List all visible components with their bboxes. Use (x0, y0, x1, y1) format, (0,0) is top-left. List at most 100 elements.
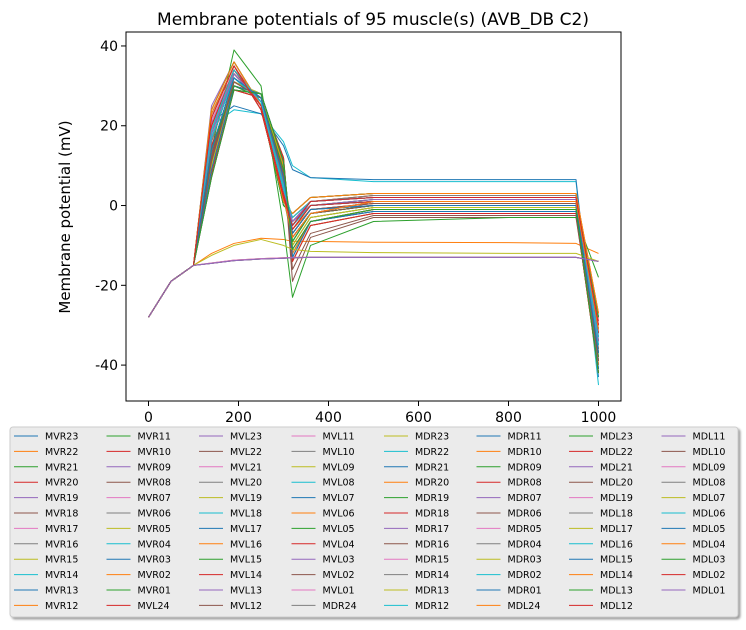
legend-label: MVL13 (230, 586, 262, 597)
legend-label: MDL08 (693, 478, 726, 489)
y-tick-label: 40 (100, 39, 118, 55)
legend-label: MDR21 (415, 462, 449, 473)
legend-label: MDR16 (415, 539, 449, 550)
legend-label: MDR11 (508, 432, 542, 443)
y-tick-label: -40 (95, 358, 118, 374)
y-tick-label: 0 (109, 199, 118, 215)
legend-label: MVR06 (138, 509, 171, 520)
legend-label: MVR16 (45, 539, 78, 550)
legend-label: MVR09 (138, 462, 171, 473)
series-line (148, 89, 599, 374)
legend-label: MDR15 (415, 555, 449, 566)
legend-label: MDL24 (508, 601, 541, 612)
legend-label: MDL19 (600, 493, 633, 504)
legend-label: MVL19 (230, 493, 262, 504)
legend-label: MVL11 (323, 432, 355, 443)
series-line (148, 256, 599, 318)
legend-label: MVR15 (45, 555, 78, 566)
legend-box (9, 426, 739, 618)
x-tick-label: 1000 (581, 410, 617, 426)
legend-label: MVR17 (45, 524, 78, 535)
plot-area: 0 200 400 600 800 1000 -40 -20 0 20 40 (95, 31, 622, 426)
legend-label: MVL10 (323, 447, 355, 458)
legend-label: MDL23 (600, 432, 633, 443)
legend-label: MDR05 (508, 524, 542, 535)
legend-label: MVR19 (45, 493, 78, 504)
legend-label: MDL13 (600, 586, 633, 597)
legend-label: MVL17 (230, 524, 262, 535)
series-line (148, 89, 599, 374)
legend-label: MDR01 (508, 586, 542, 597)
legend-label: MDR14 (415, 570, 449, 581)
series-line (148, 256, 599, 318)
x-tick-label: 400 (315, 410, 342, 426)
axes-frame (125, 31, 622, 402)
legend-label: MDL16 (600, 539, 633, 550)
legend-label: MVL12 (230, 601, 262, 612)
legend-label: MVR22 (45, 447, 78, 458)
legend-label: MVL16 (230, 539, 262, 550)
series-line (148, 89, 599, 374)
legend-label: MDL03 (693, 555, 726, 566)
legend-label: MDL20 (600, 478, 633, 489)
legend-label: MDL21 (600, 462, 633, 473)
series-line (148, 256, 599, 318)
legend-label: MVL24 (138, 601, 170, 612)
legend-label: MVL06 (323, 509, 355, 520)
legend-label: MVL09 (323, 462, 355, 473)
legend-label: MDL14 (600, 570, 633, 581)
series-line (148, 89, 599, 374)
legend-label: MVL20 (230, 478, 262, 489)
legend-label: MVR13 (45, 586, 78, 597)
legend-label: MVR12 (45, 601, 78, 612)
legend-label: MDL06 (693, 509, 726, 520)
y-tick-label: 20 (100, 119, 118, 135)
series-line (148, 256, 599, 318)
legend-label: MDL07 (693, 493, 726, 504)
legend-label: MDL05 (693, 524, 726, 535)
legend-label: MDR10 (508, 447, 542, 458)
legend-label: MVL23 (230, 432, 262, 443)
legend-label: MDL11 (693, 432, 726, 443)
legend-label: MVR11 (138, 432, 171, 443)
series-line (148, 237, 599, 318)
legend-label: MVR01 (138, 586, 171, 597)
legend-label: MVR03 (138, 555, 171, 566)
series-line (148, 49, 599, 318)
legend-label: MVR07 (138, 493, 171, 504)
x-tick-label: 800 (495, 410, 522, 426)
legend-label: MVL21 (230, 462, 262, 473)
series-line (148, 256, 599, 318)
legend-label: MDR20 (415, 478, 449, 489)
legend-label: MDR22 (415, 447, 449, 458)
legend-label: MDL17 (600, 524, 633, 535)
series-line (148, 256, 599, 318)
legend-label: MVL02 (323, 570, 355, 581)
legend-label: MDR08 (508, 478, 542, 489)
legend-label: MVL03 (323, 555, 355, 566)
legend-label: MDL22 (600, 447, 633, 458)
legend-label: MDR02 (508, 570, 542, 581)
legend-label: MVL15 (230, 555, 262, 566)
legend-label: MVR14 (45, 570, 78, 581)
series-line (148, 256, 599, 318)
legend-label: MDL15 (600, 555, 633, 566)
legend-label: MDR18 (415, 509, 449, 520)
legend-label: MDR19 (415, 493, 449, 504)
y-axis-label: Membrane potential (mV) (56, 120, 74, 313)
legend-label: MVL14 (230, 570, 262, 581)
legend-label: MDR24 (323, 601, 357, 612)
legend-label: MDR23 (415, 432, 449, 443)
legend-label: MVR18 (45, 509, 78, 520)
series-line (148, 89, 599, 374)
legend-label: MDL12 (600, 601, 633, 612)
legend-label: MVL08 (323, 478, 355, 489)
legend-label: MVL18 (230, 509, 262, 520)
y-tick-label: -20 (95, 278, 118, 294)
legend-label: MDL18 (600, 509, 633, 520)
legend-label: MVL01 (323, 586, 355, 597)
legend-label: MVL04 (323, 539, 355, 550)
series-line (148, 89, 599, 374)
legend-label: MVR10 (138, 447, 171, 458)
chart-title: Membrane potentials of 95 muscle(s) (AVB… (157, 10, 589, 30)
